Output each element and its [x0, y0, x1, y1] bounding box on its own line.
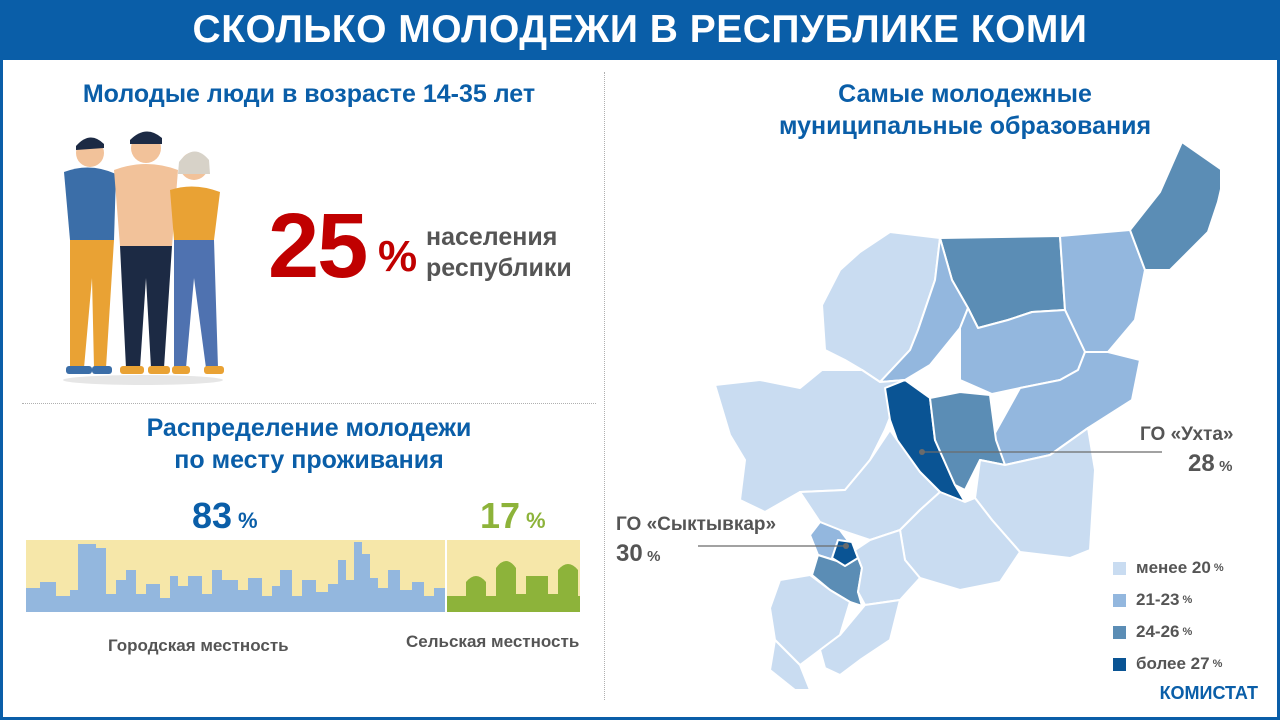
ukhta-marker [919, 449, 925, 455]
syktyvkar-share-value: 30 [616, 540, 643, 567]
syktyvkar-share-unit: % [647, 548, 661, 565]
legend-unit: % [1182, 594, 1193, 606]
legend-swatch [1113, 561, 1126, 575]
legend-swatch [1113, 657, 1126, 671]
legend-item: более 27% [1113, 648, 1224, 680]
komi-map [698, 141, 1220, 691]
urban-share-unit: % [238, 508, 258, 533]
syktyvkar-label: ГО «Сыктывкар» [616, 514, 777, 535]
legend-swatch [1113, 625, 1126, 639]
legend-unit: % [1212, 658, 1223, 670]
rural-scene-icon [447, 561, 580, 612]
map-region-center-south-3 [854, 529, 921, 606]
section-divider-horizontal [22, 403, 596, 404]
map-region-south-2 [819, 599, 901, 676]
syktyvkar-share: 30 % [616, 540, 661, 568]
map-region-far-northeast [1129, 141, 1220, 271]
ukhta-share-unit: % [1219, 458, 1233, 475]
youth-share-label-line2: республики [426, 254, 572, 282]
section-divider-vertical [604, 72, 605, 700]
distribution-heading-line2: по месту проживания [174, 446, 444, 474]
legend-item: 21-23% [1113, 584, 1224, 616]
urban-label: Городская местность [108, 636, 289, 655]
map-region-west-large [714, 369, 906, 513]
ukhta-share: 28 % [1188, 450, 1233, 478]
map-legend: менее 20% 21-23% 24-26% более 27% [1113, 552, 1224, 680]
youth-share-value: 25 [268, 195, 368, 297]
syktyvkar-marker [843, 543, 849, 549]
legend-label: более 27 [1136, 654, 1210, 673]
map-region-south-1 [769, 639, 811, 691]
legend-item: менее 20% [1113, 552, 1224, 584]
urban-rural-bar [26, 540, 580, 612]
rural-label: Сельская местность [406, 632, 580, 651]
young-people-illustration [63, 131, 224, 385]
map-heading-line2: муниципальные образования [778, 112, 1152, 140]
legend-label: 24-26 [1136, 622, 1180, 641]
urban-share: 83% [192, 496, 258, 541]
legend-item: 24-26% [1113, 616, 1224, 648]
source-logo: КОМИСТАТ [1159, 683, 1258, 703]
youth-share-label: населения республики [426, 222, 572, 284]
youth-heading: Молодые люди в возрасте 14-35 лет [82, 80, 536, 108]
ukhta-label: ГО «Ухта» [1140, 424, 1234, 445]
page-title: СКОЛЬКО МОЛОДЕЖИ В РЕСПУБЛИКЕ КОМИ [0, 0, 1280, 60]
rural-share-value: 17 [480, 495, 521, 536]
distribution-heading: Распределение молодежи по месту проживан… [22, 412, 596, 476]
distribution-heading-line1: Распределение молодежи [146, 414, 472, 442]
ukhta-share-value: 28 [1188, 450, 1215, 477]
urban-share-value: 83 [192, 495, 233, 536]
youth-share-unit: % [378, 232, 418, 281]
youth-share-label-line1: населения [426, 223, 558, 251]
map-heading-line1: Самые молодежные [838, 80, 1092, 108]
legend-unit: % [1213, 562, 1224, 574]
rural-share: 17% [480, 496, 546, 541]
rural-share-unit: % [526, 508, 546, 533]
map-heading: Самые молодежные муниципальные образован… [700, 78, 1230, 142]
legend-label: менее 20 [1136, 558, 1211, 577]
map-region-south-east [974, 427, 1096, 559]
legend-label: 21-23 [1136, 590, 1180, 609]
city-skyline-icon [26, 542, 445, 612]
legend-unit: % [1182, 626, 1193, 638]
legend-swatch [1113, 593, 1126, 607]
